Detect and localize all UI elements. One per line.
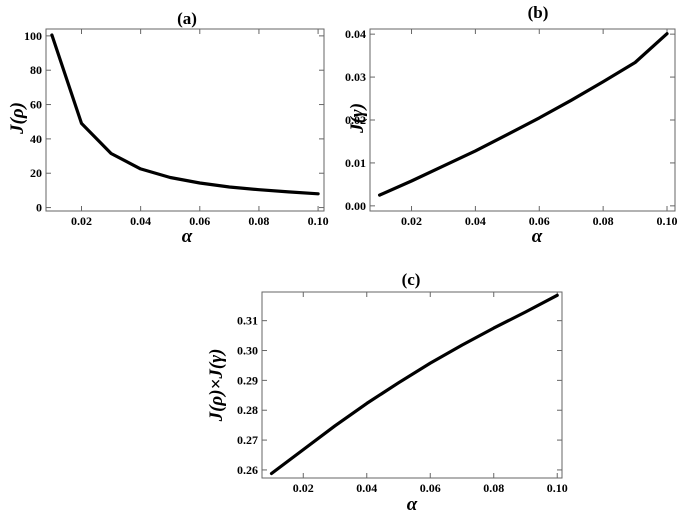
panel-a-x-tick-label: 0.10 <box>308 214 329 228</box>
panel-c-y-tick-label: 0.28 <box>237 403 258 417</box>
panel-c-series-line <box>269 293 559 476</box>
panel-c-y-tick-label: 0.31 <box>237 314 258 328</box>
panel-c-ylabel: J(ρ)×J(γ) <box>206 349 227 423</box>
panel-c-y-tick-label: 0.27 <box>237 433 258 447</box>
panel-b-y-tick-label: 0.03 <box>345 70 366 84</box>
panel-b-y-tick-label: 0.00 <box>345 199 366 213</box>
panel-c-x-tick-label: 0.04 <box>356 481 377 495</box>
panel-c-y-tick-label: 0.29 <box>237 373 258 387</box>
panel-b-y-tick-label: 0.04 <box>345 27 366 41</box>
panel-a-plot-frame <box>45 28 325 212</box>
panel-b-title: (b) <box>528 3 549 22</box>
panel-c-y-tick-label: 0.30 <box>237 344 258 358</box>
panel-a: (a) α J(ρ) 0.02 0.04 0.06 0.08 0.10 0 20 40 60 80… <box>7 9 329 247</box>
panel-a-series-line <box>50 33 320 196</box>
panel-b-plot-frame <box>369 28 676 212</box>
panel-a-y-tick-label: 60 <box>30 98 42 112</box>
panel-a-y-tick-label: 20 <box>30 166 42 180</box>
panel-b-x-tick-label: 0.06 <box>529 214 550 228</box>
panel-a-y-tick-label: 100 <box>24 29 42 43</box>
panel-c-xlabel: α <box>407 494 418 515</box>
panel-c-y-tick-label: 0.26 <box>237 463 258 477</box>
panel-c-plot-frame <box>261 291 563 479</box>
panel-c-x-tick-label: 0.08 <box>483 481 504 495</box>
panel-c-x-tick-label: 0.02 <box>293 481 314 495</box>
panel-c-x-tick-label: 0.10 <box>547 481 568 495</box>
panel-b-xlabel: α <box>532 226 543 247</box>
panel-b-x-tick-label: 0.08 <box>593 214 614 228</box>
panel-a-x-tick-label: 0.02 <box>71 214 92 228</box>
panel-a-x-tick-label: 0.04 <box>130 214 151 228</box>
panel-b-x-tick-label: 0.04 <box>465 214 486 228</box>
panel-b-y-tick-label: 0.02 <box>345 113 366 127</box>
panel-b-x-tick-label: 0.10 <box>657 214 678 228</box>
panel-b-x-tick-label: 0.02 <box>401 214 422 228</box>
panel-a-xlabel: α <box>182 226 193 247</box>
panel-b: (b) α J(γ) 0.02 0.04 0.06 0.08 0.10 0.00 0.01 0… <box>345 3 678 247</box>
panel-a-title: (a) <box>177 9 197 28</box>
panel-b-y-tick-label: 0.01 <box>345 156 366 170</box>
panel-a-x-tick-label: 0.08 <box>248 214 269 228</box>
panel-c: (c) α J(ρ)×J(γ) 0.02 0.04 0.06 0.08 0.10 0.26… <box>206 270 568 515</box>
panel-a-y-tick-label: 40 <box>30 132 42 146</box>
panel-a-y-tick-label: 80 <box>30 63 42 77</box>
panel-a-ylabel: J(ρ) <box>7 102 28 135</box>
panel-a-y-tick-label: 0 <box>36 201 42 215</box>
panel-c-title: (c) <box>402 270 421 289</box>
panel-a-x-tick-label: 0.06 <box>189 214 210 228</box>
panel-b-series-line <box>378 32 669 197</box>
panel-c-x-tick-label: 0.06 <box>420 481 441 495</box>
panel-b-ylabel: J(γ) <box>347 103 368 134</box>
